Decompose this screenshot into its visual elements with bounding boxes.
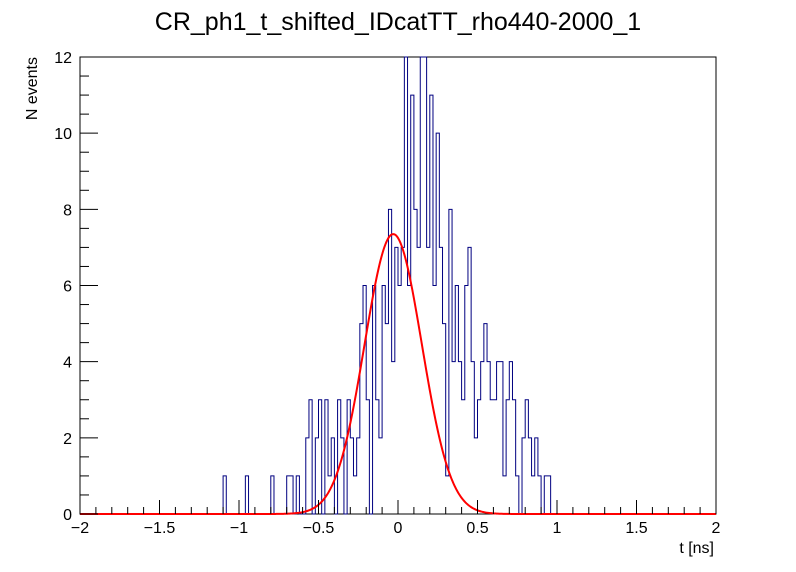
x-axis-label: t [ns] — [679, 540, 714, 557]
y-axis-label: N events — [24, 57, 41, 120]
histogram-bin — [452, 362, 455, 514]
x-tick-label: −2 — [71, 520, 89, 537]
x-tick-label: 0.5 — [466, 520, 488, 537]
histogram-bin — [385, 324, 388, 514]
x-tick-label: 1.5 — [625, 520, 647, 537]
x-axis: −2 −1.5 −1 −0.5 0 0.5 1 1.5 2 — [71, 500, 721, 537]
y-tick-label: 12 — [54, 50, 72, 67]
histogram-outline — [80, 56, 716, 515]
histogram-bin — [417, 247, 420, 514]
histogram-series — [80, 56, 716, 515]
y-tick-label: 10 — [54, 126, 72, 143]
y-tick-label: 2 — [63, 431, 72, 448]
fit-curve-series — [80, 233, 716, 515]
x-tick-label: −1 — [230, 520, 248, 537]
y-tick-label: 8 — [63, 202, 72, 219]
histogram-bin — [398, 286, 401, 515]
histogram-bin — [401, 247, 404, 514]
x-tick-label: −0.5 — [303, 520, 335, 537]
x-tick-label: 1 — [553, 520, 562, 537]
y-tick-label: 4 — [63, 355, 72, 372]
histogram-bin — [490, 400, 493, 514]
histogram-bin — [353, 476, 356, 514]
histogram-bin — [414, 209, 417, 514]
y-axis: 0 2 4 6 8 10 12 — [54, 50, 98, 524]
histogram-bin — [379, 438, 382, 514]
x-tick-label: −1.5 — [144, 520, 176, 537]
histogram-bin — [532, 476, 535, 514]
histogram-bin — [433, 286, 436, 515]
y-tick-label: 0 — [63, 507, 72, 524]
y-tick-label: 6 — [63, 279, 72, 296]
histogram-bin — [328, 476, 331, 514]
x-tick-label: 0 — [394, 520, 403, 537]
gaussian-fit-curve — [80, 233, 716, 515]
histogram-bin — [493, 400, 496, 514]
chart-title: CR_ph1_t_shifted_IDcatTT_rho440-2000_1 — [155, 8, 641, 36]
histogram-bin — [392, 362, 395, 514]
x-tick-label: 2 — [712, 520, 721, 537]
histogram-bin — [503, 476, 506, 514]
histogram-bin — [408, 286, 411, 515]
